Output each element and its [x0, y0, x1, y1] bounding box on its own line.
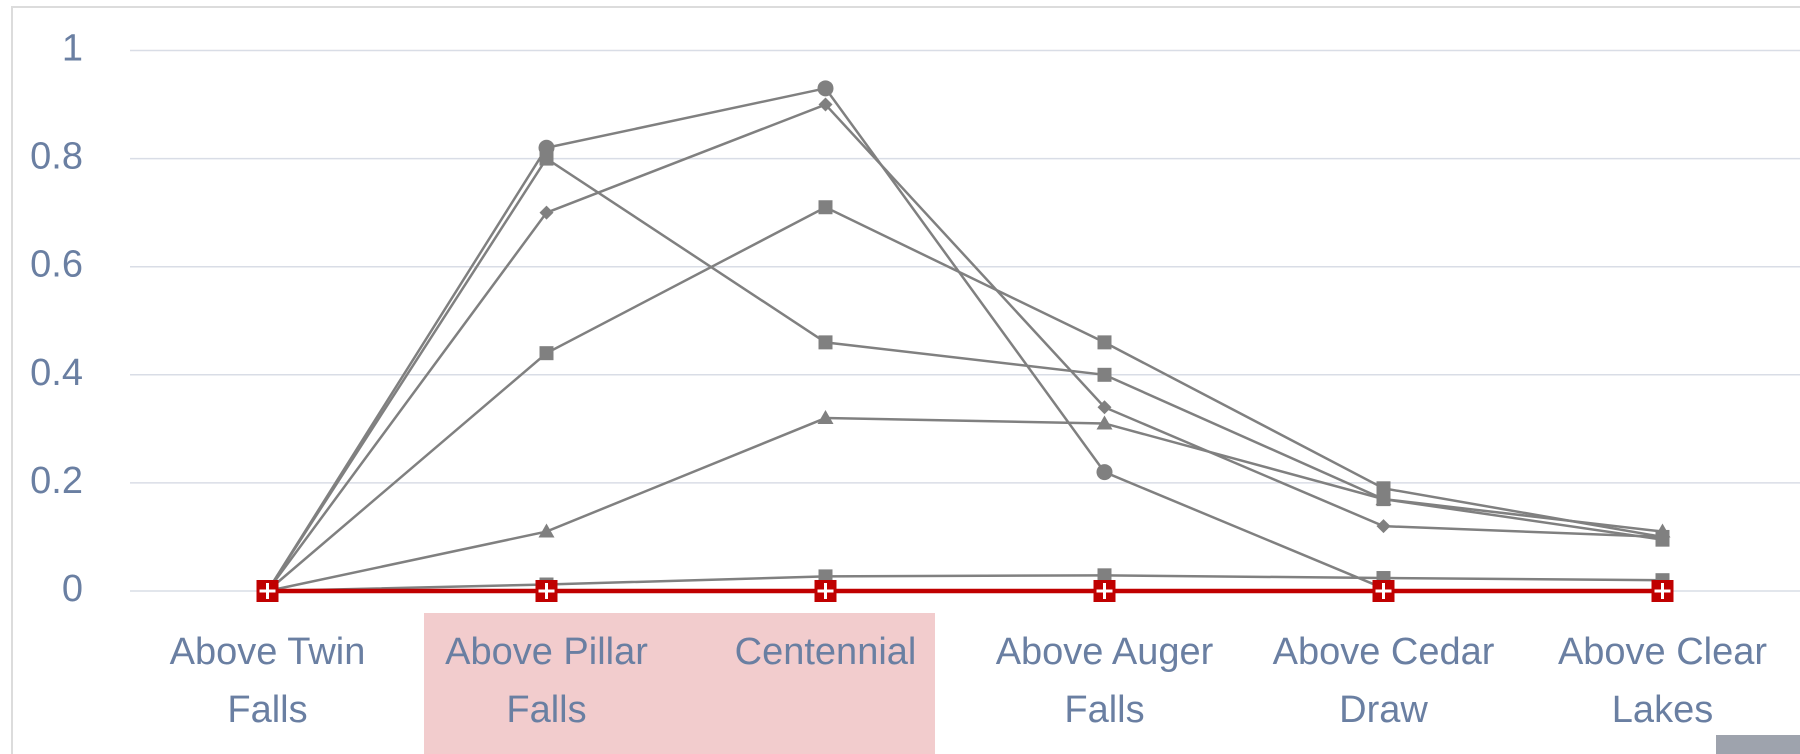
series-line [266, 156, 1663, 592]
marker [1097, 400, 1112, 415]
series-line [266, 103, 1663, 592]
x-tick-label: Above Clear Lakes [1558, 631, 1767, 731]
marker [818, 97, 833, 112]
marker [1096, 464, 1113, 481]
series-line [267, 574, 1663, 593]
marker [1654, 523, 1671, 538]
x-tick-label: Above Twin Falls [170, 631, 366, 731]
series-line [266, 205, 1663, 592]
marker [1097, 568, 1112, 583]
x-tick-label: Centennial [735, 631, 917, 673]
marker [1096, 415, 1113, 430]
marker-cross [1654, 583, 1671, 599]
highlight-band [424, 613, 935, 754]
marker [539, 151, 554, 166]
y-tick-label: 0.4 [30, 352, 83, 394]
x-tick-label: Above Pillar Falls [445, 631, 648, 731]
marker [1097, 367, 1112, 382]
marker [538, 523, 555, 538]
marker [256, 580, 279, 602]
marker [1372, 580, 1395, 602]
marker [1375, 491, 1392, 506]
marker [818, 200, 833, 215]
marker [817, 80, 834, 97]
marker [1651, 580, 1674, 602]
x-tick-label: Above Cedar Draw [1273, 631, 1495, 731]
marker [818, 569, 833, 584]
marker [818, 335, 833, 350]
marker-cross [538, 583, 555, 599]
marker [1097, 335, 1112, 350]
marker [539, 346, 554, 361]
y-tick-label: 0.8 [30, 136, 83, 178]
marker [1376, 519, 1391, 534]
marker-cross [259, 583, 276, 599]
marker [814, 580, 837, 602]
marker-cross [1096, 583, 1113, 599]
x-tick-label: Above Auger Falls [996, 631, 1214, 731]
chart-frame [11, 6, 1800, 754]
marker [817, 410, 834, 425]
marker-cross [817, 583, 834, 599]
marker [1376, 481, 1391, 496]
corner-block [1716, 735, 1800, 754]
series-line [267, 416, 1663, 593]
marker-cross [1375, 583, 1392, 599]
y-tick-label: 0 [62, 568, 83, 610]
y-tick-label: 0.2 [30, 460, 83, 502]
marker [535, 580, 558, 602]
marker [1093, 580, 1116, 602]
y-tick-label: 0.6 [30, 244, 83, 286]
y-tick-label: 1 [62, 28, 83, 70]
marker [539, 205, 554, 220]
